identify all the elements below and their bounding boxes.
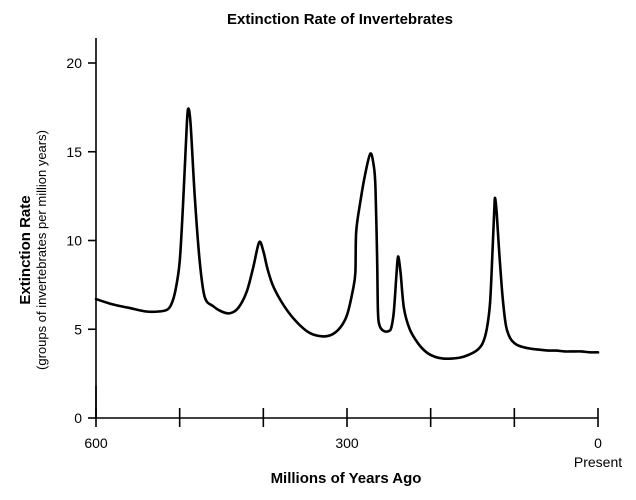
series-line-extinction-rate [94, 107, 600, 360]
x-end-note: Present [574, 454, 622, 470]
x-tick-label: 300 [335, 435, 359, 451]
y-ticks: 0 5 10 15 20 [66, 55, 96, 426]
y-axis-label: Extinction Rate [17, 195, 34, 304]
y-tick-label: 20 [66, 55, 82, 71]
y-tick-label: 5 [74, 321, 82, 337]
axes [95, 38, 598, 419]
x-tick-label: 600 [84, 435, 108, 451]
y-axis-title: Extinction Rate (groups of invertebrates… [17, 130, 49, 370]
x-ticks: 600 300 0 [84, 386, 602, 451]
y-tick-label: 15 [66, 144, 82, 160]
x-tick-label: 0 [594, 435, 602, 451]
x-axis-label: Millions of Years Ago [271, 470, 422, 487]
y-tick-label: 0 [74, 410, 82, 426]
y-axis-sublabel: (groups of invertebrates per million yea… [34, 130, 49, 370]
y-tick-label: 10 [66, 233, 82, 249]
chart-title: Extinction Rate of Invertebrates [227, 11, 453, 28]
data-points [95, 108, 599, 359]
